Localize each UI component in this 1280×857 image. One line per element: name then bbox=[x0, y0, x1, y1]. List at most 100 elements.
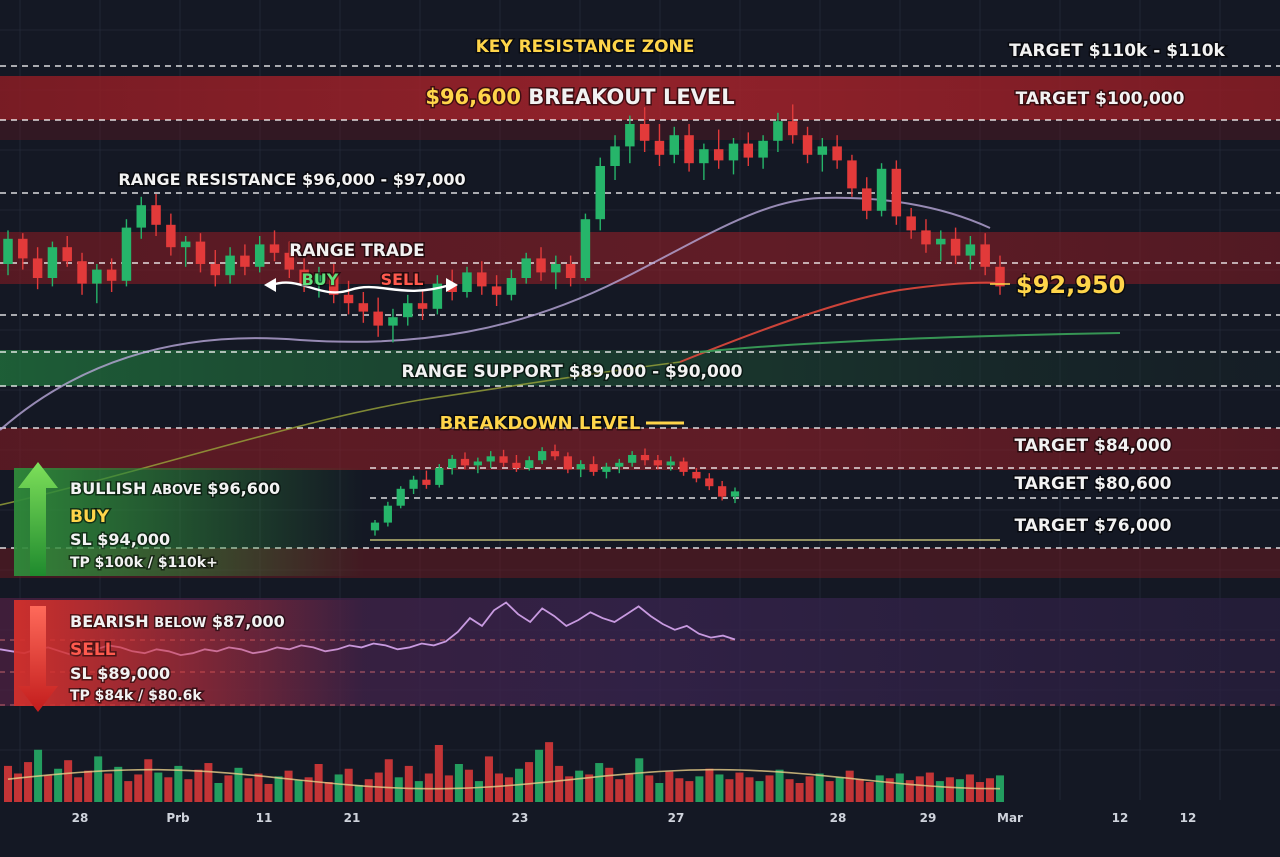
volume-bar bbox=[875, 775, 884, 802]
range-support-label: RANGE SUPPORT $89,000 - $90,000 bbox=[402, 362, 743, 382]
candle-body bbox=[343, 294, 354, 304]
candle-body bbox=[705, 478, 714, 487]
range-trade-sell-label: SELL bbox=[381, 270, 424, 289]
volume-bar bbox=[204, 763, 213, 802]
candle-body bbox=[995, 266, 1005, 287]
bullish-stop-loss: SL $94,000 bbox=[70, 530, 170, 549]
candle-body bbox=[847, 160, 857, 189]
candle-body bbox=[758, 140, 768, 158]
candle-body bbox=[602, 466, 611, 472]
volume-bar bbox=[464, 769, 473, 802]
volume-bar bbox=[104, 773, 113, 802]
volume-bar bbox=[975, 782, 984, 802]
candle-body bbox=[832, 146, 842, 161]
volume-bar bbox=[354, 784, 363, 802]
bullish-arrow-icon bbox=[18, 462, 58, 576]
candle-body bbox=[936, 238, 946, 245]
volume-bar bbox=[144, 759, 153, 802]
candle-body bbox=[654, 140, 665, 155]
target-label-5: TARGET $76,000 bbox=[1014, 516, 1171, 536]
bearish-arrow-icon bbox=[18, 606, 58, 712]
candle-body bbox=[417, 303, 428, 309]
x-tick-label: Mar bbox=[997, 811, 1023, 825]
volume-bar bbox=[625, 773, 634, 802]
volume-bar bbox=[795, 783, 804, 802]
x-tick-label: 29 bbox=[920, 811, 937, 825]
volume-bar bbox=[254, 773, 263, 802]
volume-bar bbox=[545, 742, 554, 802]
candle-body bbox=[718, 486, 727, 497]
volume-bar bbox=[935, 781, 944, 802]
bearish-title: BEARISH BELOW $87,000 bbox=[70, 612, 285, 631]
candle-body bbox=[965, 244, 976, 256]
volume-bar bbox=[895, 773, 904, 802]
candle-body bbox=[32, 258, 43, 278]
candles-upper-group bbox=[3, 104, 1005, 343]
volume-bar bbox=[294, 780, 303, 802]
volume-bar bbox=[865, 782, 874, 802]
volume-bar bbox=[675, 778, 684, 802]
candle-body bbox=[980, 244, 990, 267]
volume-bar bbox=[945, 777, 954, 802]
candle-body bbox=[628, 455, 637, 463]
x-tick-label: 28 bbox=[830, 811, 847, 825]
candle-body bbox=[550, 451, 560, 457]
candle-body bbox=[684, 135, 694, 164]
volume-bar bbox=[434, 745, 443, 802]
volume-bars-group bbox=[4, 742, 1004, 802]
ma-line-green bbox=[699, 332, 1121, 353]
candle-body bbox=[92, 269, 102, 284]
candle-body bbox=[328, 275, 339, 295]
candle-body bbox=[906, 216, 916, 231]
volume-bar bbox=[284, 770, 293, 802]
volume-bar bbox=[194, 769, 203, 802]
volume-bar bbox=[404, 765, 413, 802]
candle-body bbox=[728, 143, 739, 161]
breakout-label-text: BREAKOUT LEVEL bbox=[528, 85, 734, 109]
volume-bar bbox=[725, 779, 734, 802]
volume-bar bbox=[424, 773, 433, 802]
volume-bar bbox=[985, 778, 994, 802]
candles-lower-group bbox=[370, 444, 740, 536]
volume-bar bbox=[575, 770, 584, 802]
x-axis: 28 Prb 11 21 23 27 28 29 Mar 12 12 bbox=[72, 811, 1197, 825]
volume-bar bbox=[394, 777, 403, 802]
volume-bar bbox=[74, 777, 83, 802]
volume-bar bbox=[94, 756, 103, 802]
candle-body bbox=[240, 255, 250, 267]
breakout-band bbox=[0, 76, 1280, 120]
x-tick-label: 12 bbox=[1180, 811, 1197, 825]
ma-line-purple bbox=[0, 196, 991, 431]
candle-body bbox=[486, 456, 495, 462]
volume-bar bbox=[885, 778, 894, 802]
candle-body bbox=[699, 149, 709, 164]
target-label-3: TARGET $84,000 bbox=[1014, 436, 1171, 456]
candle-body bbox=[299, 269, 309, 284]
candle-body bbox=[817, 146, 828, 155]
candle-body bbox=[195, 241, 206, 264]
x-tick-label: 21 bbox=[344, 811, 361, 825]
candle-body bbox=[136, 205, 146, 228]
volume-bar bbox=[835, 777, 844, 802]
candle-body bbox=[802, 135, 813, 155]
candle-body bbox=[506, 278, 517, 295]
volume-bar bbox=[665, 771, 674, 802]
candle-body bbox=[409, 479, 418, 489]
target-label-4: TARGET $80,600 bbox=[1014, 474, 1171, 494]
bearish-action: SELL bbox=[70, 640, 116, 660]
candle-body bbox=[18, 238, 28, 259]
range-arrow-right bbox=[446, 278, 458, 292]
candle-body bbox=[62, 247, 72, 262]
volume-bar bbox=[595, 763, 604, 802]
candle-body bbox=[473, 461, 482, 466]
candle-body bbox=[106, 269, 117, 281]
candle-body bbox=[891, 168, 902, 217]
candle-body bbox=[589, 464, 598, 472]
volume-bar bbox=[264, 783, 273, 802]
volume-bar bbox=[154, 772, 163, 802]
candle-body bbox=[432, 283, 443, 309]
target-label-1: TARGET $110k - $110k bbox=[1009, 41, 1225, 61]
